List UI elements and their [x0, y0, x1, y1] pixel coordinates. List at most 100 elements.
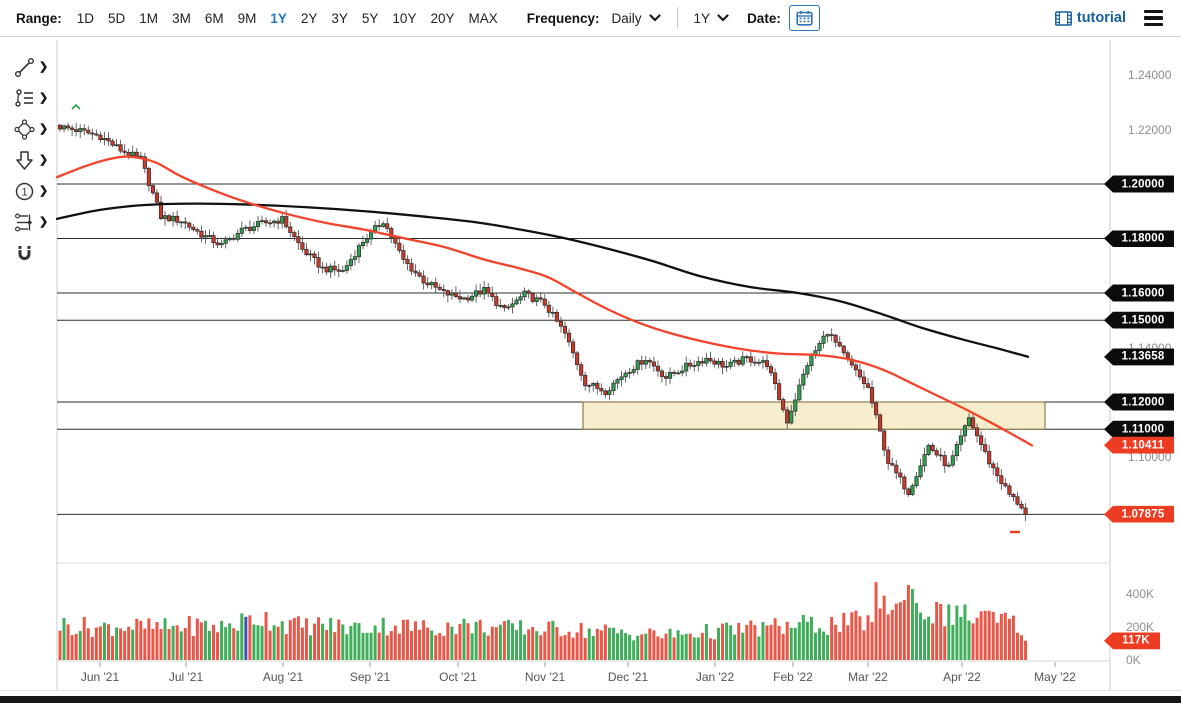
volume-bar [575, 632, 579, 660]
volume-bar [260, 626, 264, 660]
volume-bar [333, 632, 337, 660]
candle [231, 237, 236, 240]
candle [518, 296, 523, 301]
range-option-3m[interactable]: 3M [172, 10, 191, 26]
volume-bar [90, 636, 94, 660]
candle [950, 455, 955, 466]
volume-bar [236, 630, 240, 660]
volume-bar [187, 616, 191, 660]
candle [146, 168, 151, 186]
range-option-9m[interactable]: 9M [237, 10, 257, 26]
candle [639, 360, 644, 365]
candle [987, 451, 992, 465]
volume-bar [414, 621, 418, 660]
range-option-1m[interactable]: 1M [139, 10, 159, 26]
range-option-2y[interactable]: 2Y [300, 10, 318, 26]
date-picker-button[interactable] [788, 5, 820, 31]
candle [995, 467, 1000, 477]
volume-bar [846, 625, 850, 660]
candle [381, 223, 386, 227]
volume-bar [175, 625, 179, 660]
candle [534, 297, 539, 302]
range-option-6m[interactable]: 6M [204, 10, 224, 26]
arrow-tool[interactable]: ❯ [0, 145, 56, 175]
candle [482, 287, 487, 295]
range-option-5y[interactable]: 5Y [361, 10, 379, 26]
candle [227, 237, 232, 241]
polygon-shape-tool[interactable]: ❯ [0, 114, 56, 144]
candle [373, 225, 378, 232]
volume-bar [741, 632, 745, 660]
candle [1015, 496, 1020, 505]
volume-bar [510, 623, 514, 660]
volume-bar [555, 627, 559, 660]
candle [724, 365, 729, 368]
volume-bar [858, 616, 862, 660]
volume-bar [882, 595, 886, 660]
volume-bar [894, 603, 898, 660]
candle [470, 295, 475, 301]
candle [385, 223, 390, 229]
candle [991, 463, 996, 469]
candle [708, 357, 713, 362]
tutorial-button[interactable]: tutorial [1054, 10, 1126, 26]
volume-bar [914, 603, 918, 660]
trendline-tool[interactable]: ❯ [0, 52, 56, 82]
range-option-5d[interactable]: 5D [108, 10, 126, 26]
range-option-20y[interactable]: 20Y [430, 10, 455, 26]
volume-bar [587, 628, 591, 660]
volume-bar [131, 629, 135, 660]
candle [825, 334, 830, 337]
volume-bar [143, 628, 147, 660]
candle [122, 150, 127, 153]
volume-bar [910, 589, 914, 660]
volume-bar [519, 620, 523, 660]
candle [692, 365, 697, 367]
candle [288, 226, 293, 233]
tutorial-label: tutorial [1076, 10, 1126, 26]
volume-bar [470, 633, 474, 660]
volume-bar [430, 630, 434, 660]
svg-text:1: 1 [21, 186, 27, 198]
candle [405, 259, 410, 264]
range-option-10y[interactable]: 10Y [392, 10, 417, 26]
annotation-notes-icon [15, 88, 33, 107]
volume-bar [753, 625, 757, 660]
range-option-max[interactable]: MAX [468, 10, 498, 26]
period-dropdown[interactable]: 1Y [690, 11, 734, 26]
volume-bar [583, 637, 587, 660]
candle [506, 306, 511, 309]
candle [918, 465, 923, 477]
candle [970, 417, 976, 429]
volume-bar [539, 635, 543, 660]
candle [219, 242, 224, 246]
volume-bar [834, 624, 838, 660]
candle [328, 265, 333, 273]
number-annotation-tool[interactable]: 1 ❯ [0, 176, 56, 206]
menu-button[interactable] [1142, 8, 1165, 28]
volume-bar [692, 637, 696, 660]
annotation-notes-tool[interactable]: ❯ [0, 83, 56, 113]
candle [571, 341, 576, 354]
range-option-1y[interactable]: 1Y [270, 10, 287, 26]
candle [94, 133, 99, 136]
volume-bar [878, 608, 882, 660]
frequency-label: Frequency: [526, 10, 600, 26]
volume-bar [191, 635, 195, 660]
candle [239, 227, 244, 234]
green-caret-mark [71, 103, 81, 110]
range-option-1d[interactable]: 1D [76, 10, 95, 26]
range-option-3y[interactable]: 3Y [331, 10, 348, 26]
magnet-tool[interactable] [0, 238, 56, 268]
candle [728, 361, 733, 367]
candle [878, 414, 883, 432]
frequency-dropdown[interactable]: Daily [608, 11, 665, 26]
candle [1003, 483, 1008, 487]
candle [942, 455, 947, 467]
volume-bar [636, 635, 640, 660]
regression-channel-tool[interactable]: ❯ [0, 207, 56, 237]
volume-bar [963, 604, 967, 660]
candle [268, 222, 273, 225]
volume-bar [102, 622, 106, 660]
